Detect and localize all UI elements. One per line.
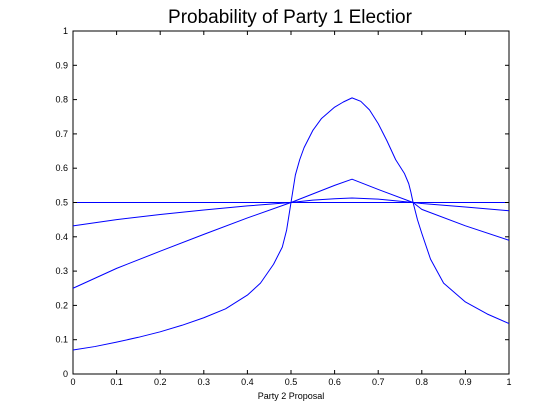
x-tick-label: 1 [506,377,511,387]
x-tick-label: 0.5 [285,377,298,387]
y-tick-label: 0.5 [55,198,68,208]
y-tick-label: 0.2 [55,300,68,310]
y-tick-label: 0.7 [55,129,68,139]
y-tick-label: 0.6 [55,163,68,173]
x-tick-label: 0.9 [459,377,472,387]
y-tick-label: 0 [63,369,68,379]
series-line-4 [72,97,510,351]
y-tick-label: 0.8 [55,95,68,105]
series-group [72,97,510,351]
x-tick-label: 0.3 [198,377,211,387]
series-line-3 [72,178,510,289]
y-axis: 0 0.1 0.2 0.3 0.4 0.5 0.6 0.7 0.8 0.9 1 [55,26,509,379]
x-tick-label: 0.4 [241,377,254,387]
x-tick-label: 0.1 [110,377,123,387]
y-tick-label: 0.3 [55,266,68,276]
x-tick-label: 0 [70,377,75,387]
y-tick-label: 0.1 [55,335,68,345]
x-tick-label: 0.7 [372,377,385,387]
y-tick-label: 1 [63,26,68,36]
chart-title: Probability of Party 1 Electior [168,7,413,28]
x-axis: 0 0.1 0.2 0.3 0.4 0.5 0.6 0.7 0.8 0.9 1 [70,31,512,387]
x-axis-title: Party 2 Proposal [258,391,325,401]
x-tick-label: 0.2 [154,377,167,387]
y-tick-label: 0.4 [55,232,68,242]
x-tick-label: 0.6 [328,377,341,387]
series-line-2 [72,197,510,227]
x-tick-label: 0.8 [416,377,429,387]
y-tick-label: 0.9 [55,60,68,70]
